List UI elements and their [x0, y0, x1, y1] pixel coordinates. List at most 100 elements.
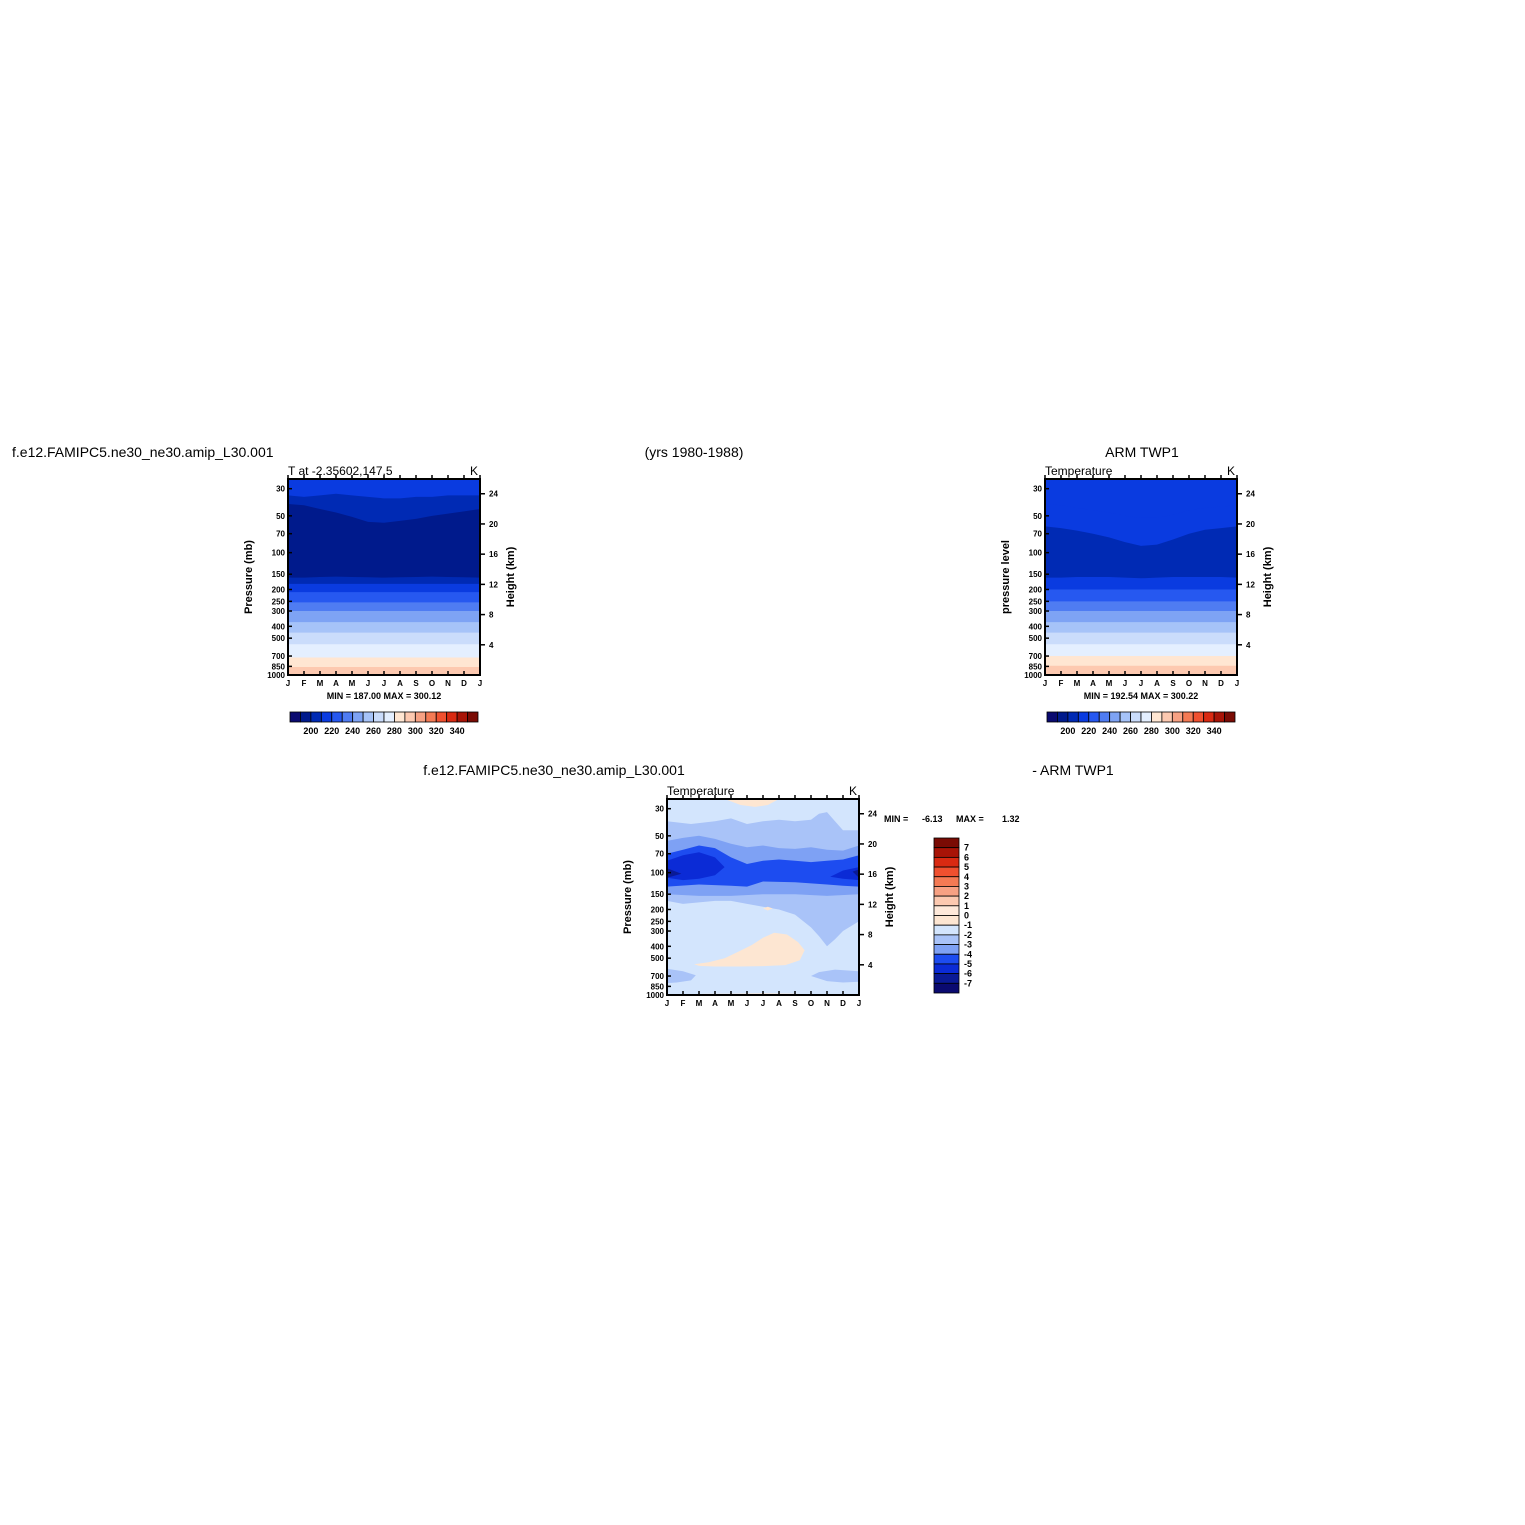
colorbar-label: 200 — [303, 726, 318, 736]
diff-colorbar-label: 2 — [964, 891, 969, 901]
y-axis-label-right: Height (km) — [1262, 546, 1274, 607]
x-tick-label: F — [1059, 679, 1064, 688]
plot-area-obs — [1045, 479, 1237, 675]
units-label: K — [849, 784, 857, 798]
y-tick-label: 1000 — [646, 991, 664, 1000]
header-left-case: f.e12.FAMIPC5.ne30_ne30.amip_L30.001 — [12, 444, 274, 460]
colorbar-label: 320 — [1186, 726, 1201, 736]
diff-colorbar-swatch — [933, 963, 960, 975]
colorbar-swatch — [383, 711, 395, 723]
x-tick-label: F — [681, 999, 686, 1008]
colorbar-swatch — [352, 711, 364, 723]
x-tick-label: A — [712, 999, 718, 1008]
y-tick-label: 100 — [272, 549, 286, 558]
y-tick-label: 850 — [651, 982, 665, 991]
diff-colorbar-label: 6 — [964, 852, 969, 862]
colorbar-swatch — [1119, 711, 1131, 723]
x-tick-label: A — [776, 999, 782, 1008]
contour-region-9 — [694, 932, 805, 967]
height-tick-label: 12 — [868, 900, 877, 909]
x-tick-label: J — [1043, 679, 1047, 688]
y-tick-label: 500 — [651, 954, 665, 963]
height-tick-label: 4 — [1246, 641, 1251, 650]
colorbar-swatch — [1130, 711, 1142, 723]
colorbar-label: 240 — [345, 726, 360, 736]
diff-colorbar-swatch — [933, 847, 960, 858]
panel-title: T at -2.35602,147.5 — [288, 464, 393, 478]
colorbar-swatch — [1057, 711, 1069, 723]
y-tick-label: 500 — [1029, 634, 1043, 643]
x-tick-label: J — [382, 679, 386, 688]
colorbar-swatch — [1088, 711, 1100, 723]
height-tick-label: 16 — [868, 870, 877, 879]
x-tick-label: S — [792, 999, 798, 1008]
x-tick-label: J — [745, 999, 749, 1008]
diff-colorbar-swatch — [933, 876, 960, 887]
x-tick-label: A — [1154, 679, 1160, 688]
x-tick-label: A — [1090, 679, 1096, 688]
colorbar-label: 280 — [1144, 726, 1159, 736]
contour-region-5 — [667, 868, 682, 878]
diff-colorbar-swatch — [933, 944, 960, 955]
y-tick-label: 70 — [655, 850, 664, 859]
contour-region-12 — [811, 969, 859, 983]
y-tick-label: 200 — [272, 585, 286, 594]
colorbar-swatch — [1109, 711, 1121, 723]
panel-diff: J F M A M J J A S O N D J305070100150200250300400500… — [622, 784, 896, 1008]
y-tick-label: 200 — [1029, 585, 1043, 594]
diff-colorbar-label: 0 — [964, 911, 969, 921]
y-tick-label: 1000 — [267, 671, 285, 680]
x-tick-label: J — [857, 999, 861, 1008]
colorbar-swatch — [362, 711, 374, 723]
colorbar-swatch — [1161, 711, 1173, 723]
diff-colorbar-swatch — [933, 915, 960, 926]
colorbar-label: 220 — [1081, 726, 1096, 736]
y-tick-label: 400 — [1029, 622, 1043, 631]
y-tick-label: 850 — [1029, 662, 1043, 671]
colorbar-swatch — [1224, 711, 1236, 723]
x-tick-label: F — [302, 679, 307, 688]
colorbar-label: 240 — [1102, 726, 1117, 736]
y-tick-label: 700 — [1029, 652, 1043, 661]
diff-colorbar-swatch — [933, 924, 960, 936]
colorbar-swatch — [1171, 711, 1184, 723]
colorbar-swatch — [414, 711, 427, 723]
x-tick-label: J — [1139, 679, 1143, 688]
y-tick-label: 70 — [1033, 530, 1042, 539]
x-tick-label: O — [808, 999, 814, 1008]
x-tick-label: M — [1074, 679, 1081, 688]
diff-colorbar-swatch — [933, 895, 960, 907]
y-axis-label: Pressure (mb) — [243, 540, 255, 614]
y-tick-label: 30 — [1033, 485, 1042, 494]
diff-max-value: 1.32 — [1002, 814, 1020, 824]
contour-region-8 — [763, 906, 773, 911]
y-tick-label: 200 — [651, 905, 665, 914]
height-tick-label: 24 — [868, 810, 877, 819]
diff-legend: MIN = -6.13 MAX = 1.32 76543210-1-2-3-4-5-6-… — [884, 814, 1020, 994]
diff-colorbar-label: -5 — [964, 959, 972, 969]
colorbar-swatch — [435, 711, 448, 723]
panels-group: J F M A M J J A S O N D J305070100150200250300400500… — [243, 464, 1274, 1008]
y-tick-label: 400 — [651, 942, 665, 951]
y-tick-label: 400 — [272, 622, 286, 631]
diff-colorbar-swatch — [933, 866, 960, 878]
x-tick-label: D — [1218, 679, 1224, 688]
colorbar-swatch — [320, 711, 333, 723]
y-tick-label: 1000 — [1024, 671, 1042, 680]
height-tick-label: 4 — [868, 961, 873, 970]
x-tick-label: D — [840, 999, 846, 1008]
x-tick-label: O — [1186, 679, 1192, 688]
diff-colorbar-swatch — [933, 953, 960, 965]
units-label: K — [1227, 464, 1235, 478]
x-tick-label: M — [696, 999, 703, 1008]
colorbar-swatch — [310, 711, 322, 723]
y-tick-label: 700 — [651, 972, 665, 981]
panel-model: J F M A M J J A S O N D J305070100150200250300400500… — [243, 464, 517, 736]
diff-colorbar-swatch — [933, 837, 960, 849]
colorbar-label: 300 — [408, 726, 423, 736]
colorbar-swatch — [1192, 711, 1205, 723]
colorbar-swatch — [373, 711, 385, 723]
contour-region-7 — [724, 799, 779, 807]
y-tick-label: 700 — [272, 652, 286, 661]
